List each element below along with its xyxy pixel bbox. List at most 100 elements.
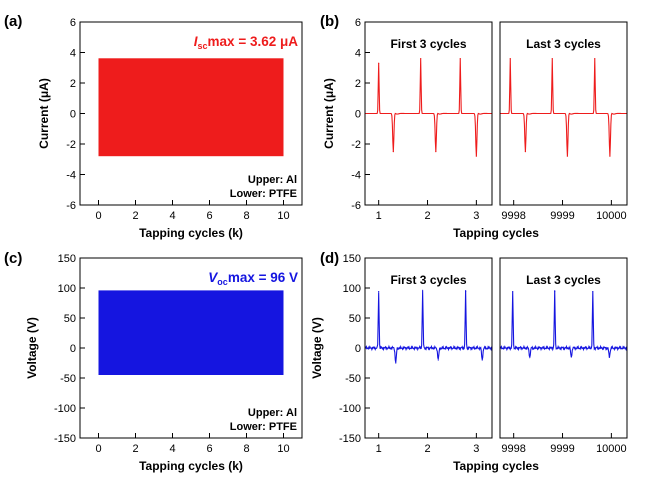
panel-b-ytick-label: -2 — [351, 139, 361, 151]
panel-b-last-cycles-peak-point — [609, 155, 611, 157]
panel-d-last-cycles-xtick-label: 9998 — [501, 443, 525, 455]
panel-b-first-cycles-peak-point — [475, 155, 477, 157]
panel-a-panel-label: (a) — [4, 13, 22, 30]
panel-d-first-cycles-xtick-label: 2 — [424, 443, 430, 455]
panel-d-last-cycles-xtick-label: 10000 — [596, 443, 627, 455]
panel-b-last-cycles-peak-point — [566, 155, 569, 157]
panel-b-last-cycles-peak-point — [509, 58, 511, 60]
panel-d-first-cycles-peak-point — [465, 291, 467, 293]
panel-d-last-cycles-peak-point — [608, 356, 611, 358]
panel-a-xtick-label: 0 — [95, 210, 101, 222]
panel-b-last-cycles-label: Last 3 cycles — [526, 37, 601, 51]
panel-d-last-cycles-peak-point — [512, 291, 514, 293]
panel-c-ytick-label: 150 — [58, 253, 76, 265]
panel-b-first-cycles-trace — [365, 58, 492, 157]
panel-a-ytick-label: 4 — [70, 48, 76, 60]
panel-a-ytick-label: 2 — [70, 78, 76, 90]
panel-b-ytick-label: 2 — [355, 78, 361, 90]
panel-d-last-cycles-peak-point — [570, 356, 572, 358]
panel-a-ytick-label: -2 — [66, 139, 76, 151]
panel-b-ytick-label: 4 — [355, 48, 361, 60]
panel-c-material-text: Upper: Al — [248, 407, 297, 419]
panel-c-ytick-label: -50 — [60, 373, 76, 385]
panel-b-last-cycles-peak-point — [551, 58, 553, 60]
panel-d-first-cycles-peak-point — [378, 291, 380, 293]
panel-b-first-cycles-peak-point — [459, 58, 461, 60]
panel-a-ytick-label: 0 — [70, 109, 76, 121]
panel-c-xtick-label: 2 — [132, 443, 138, 455]
panel-b-ylabel: Current (μA) — [322, 78, 336, 149]
panel-a-frame — [79, 21, 303, 206]
panel-b-xlabel: Tapping cycles — [453, 226, 539, 240]
panel-d-ytick-label: -150 — [339, 433, 361, 445]
panel-b-ytick-label: 6 — [355, 17, 361, 29]
panel-b-last-cycles-trace — [500, 58, 627, 157]
panel-b-first-cycles-xtick-label: 1 — [376, 210, 382, 222]
panel-b-first-cycles-peak-point — [378, 62, 380, 64]
panel-d-first-cycles-peak-point — [437, 359, 439, 361]
panel-a-ytick-label: -6 — [66, 200, 76, 212]
panel-c-panel-label: (c) — [4, 250, 22, 267]
panel-a-material-text: Lower: PTFE — [230, 188, 297, 200]
panel-c-ytick-label: -150 — [54, 433, 76, 445]
panel-d-ytick-label: 150 — [343, 253, 361, 265]
panel-a-ylabel: Current (μA) — [37, 78, 51, 149]
panel-d-last-cycles-peak-point — [554, 291, 556, 293]
panel-a-xtick-label: 2 — [132, 210, 138, 222]
panel-c-material-text: Lower: PTFE — [230, 421, 297, 433]
panel-d-last-cycles-peak-point — [529, 356, 531, 358]
panel-d-first-cycles-xtick-label: 3 — [473, 443, 479, 455]
panel-a-xtick-label: 8 — [243, 210, 249, 222]
panel-a-xtick-label: 4 — [169, 210, 175, 222]
panel-c-xtick-label: 6 — [206, 443, 212, 455]
panel-a-ytick-label: 6 — [70, 17, 76, 29]
panel-c-frame — [79, 257, 303, 439]
panel-c-signal-envelope — [98, 290, 284, 375]
panel-d-last-cycles-peak-point — [592, 291, 594, 293]
panel-a-xtick-label: 6 — [206, 210, 212, 222]
panel-c-xtick-label: 0 — [95, 443, 101, 455]
panel-d-first-cycles-trace — [364, 290, 493, 363]
panel-b-first-cycles-peak-point — [435, 151, 437, 153]
panel-d-ytick-label: -100 — [339, 403, 361, 415]
panel-d-ytick-label: 0 — [355, 343, 361, 355]
panel-b-first-cycles-frame — [364, 21, 493, 206]
panel-d-first-cycles-peak-point — [422, 289, 424, 291]
panel-a-material-text: Upper: Al — [248, 174, 297, 186]
panel-d-first-cycles-peak-point — [481, 359, 483, 361]
panel-d-first-cycles-label: First 3 cycles — [390, 273, 466, 287]
panel-a-signal-envelope — [98, 58, 284, 157]
panel-b-ytick-label: -4 — [351, 170, 361, 182]
panel-b-first-cycles-peak-point — [392, 151, 394, 153]
panel-d-first-cycles-frame — [364, 257, 493, 439]
panel-b-ytick-label: 0 — [355, 109, 361, 121]
panel-c-ytick-label: 0 — [70, 343, 76, 355]
panel-d-last-cycles-trace — [499, 290, 628, 359]
panel-b-first-cycles-label: First 3 cycles — [390, 37, 466, 51]
panel-b-last-cycles-xtick-label: 9998 — [501, 210, 525, 222]
panel-b-first-cycles-xtick-label: 2 — [424, 210, 430, 222]
panel-d-ytick-label: 100 — [343, 283, 361, 295]
panel-a-ytick-label: -4 — [66, 170, 76, 182]
panel-a-xtick-label: 10 — [277, 210, 289, 222]
panel-d-xlabel: Tapping cycles — [453, 459, 539, 473]
panel-b-last-cycles-frame — [499, 21, 628, 206]
panel-d-last-cycles-label: Last 3 cycles — [526, 273, 601, 287]
panel-b-ytick-label: -6 — [351, 200, 361, 212]
panel-c-ylabel: Voltage (V) — [25, 317, 39, 379]
panel-b-last-cycles-xtick-label: 10000 — [596, 210, 627, 222]
panel-b-last-cycles-peak-point — [594, 58, 596, 60]
panel-a-max-annotation: Iscmax = 3.62 μA — [194, 34, 298, 51]
panel-d-panel-label: (d) — [320, 250, 339, 267]
panel-c-ytick-label: 100 — [58, 283, 76, 295]
panel-c-xtick-label: 8 — [243, 443, 249, 455]
panel-c-ytick-label: -100 — [54, 403, 76, 415]
panel-d-last-cycles-xtick-label: 9999 — [550, 443, 574, 455]
panel-d-first-cycles-xtick-label: 1 — [376, 443, 382, 455]
panel-d-last-cycles-frame — [499, 257, 628, 439]
panel-d-ylabel: Voltage (V) — [310, 317, 324, 379]
panel-d-ytick-label: 50 — [349, 313, 361, 325]
panel-c-xtick-label: 10 — [277, 443, 289, 455]
panel-b-first-cycles-peak-point — [420, 58, 422, 60]
